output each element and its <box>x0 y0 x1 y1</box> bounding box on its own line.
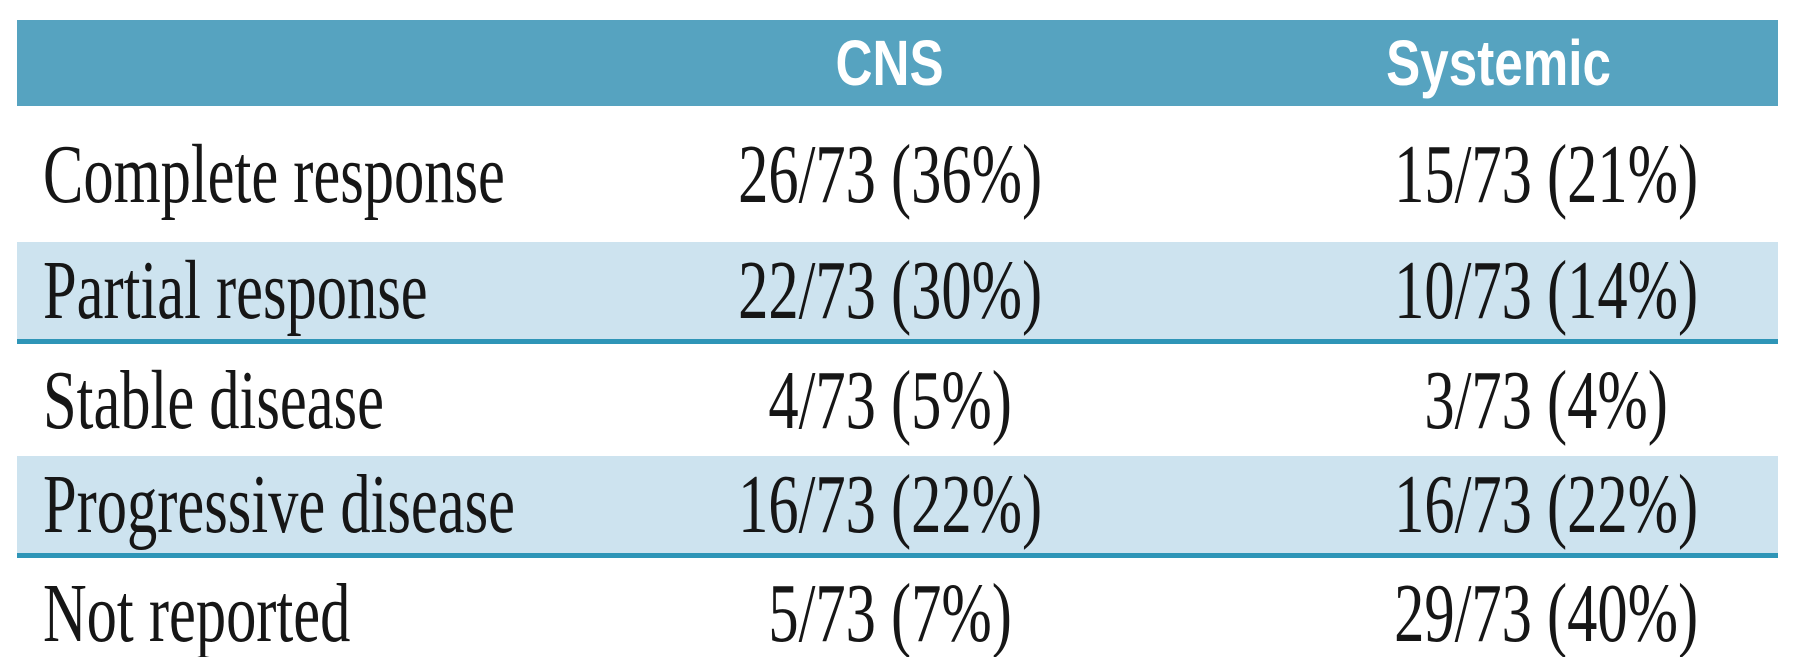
row-label: Progressive disease <box>43 458 515 551</box>
cns-value: 16/73 (22%) <box>737 458 1043 551</box>
cns-value-cell: 5/73 (7%) <box>560 556 1220 657</box>
table-row: Stable disease 4/73 (5%) 3/73 (4%) <box>17 342 1778 457</box>
systemic-value-cell: 3/73 (4%) <box>1220 342 1778 457</box>
systemic-value: 16/73 (22%) <box>1394 458 1699 551</box>
row-label: Not reported <box>43 566 351 657</box>
table-row: Complete response 26/73 (36%) 15/73 (21%… <box>17 106 1778 242</box>
cns-value-cell: 22/73 (30%) <box>560 242 1220 342</box>
row-label: Complete response <box>43 127 505 221</box>
systemic-value: 3/73 (4%) <box>1424 353 1669 447</box>
row-label-cell: Progressive disease <box>17 456 560 556</box>
systemic-value-cell: 10/73 (14%) <box>1220 242 1778 342</box>
response-rates-table: CNS Systemic Complete response 26/73 (36… <box>17 20 1778 657</box>
row-label-cell: Partial response <box>17 242 560 342</box>
row-label-cell: Stable disease <box>17 342 560 457</box>
header-cell-empty <box>17 20 560 106</box>
table-row: Partial response 22/73 (30%) 10/73 (14%) <box>17 242 1778 342</box>
header-label-cns: CNS <box>835 27 945 99</box>
row-label: Partial response <box>43 244 428 337</box>
cns-value: 22/73 (30%) <box>737 244 1043 337</box>
row-label-cell: Complete response <box>17 106 560 242</box>
header-cell-cns: CNS <box>560 20 1220 106</box>
row-label-cell: Not reported <box>17 556 560 657</box>
systemic-value: 29/73 (40%) <box>1394 566 1699 657</box>
systemic-value: 10/73 (14%) <box>1394 244 1699 337</box>
cns-value-cell: 4/73 (5%) <box>560 342 1220 457</box>
systemic-value: 15/73 (21%) <box>1394 127 1699 221</box>
cns-value-cell: 16/73 (22%) <box>560 456 1220 556</box>
cns-value: 4/73 (5%) <box>768 353 1012 447</box>
table-header-row: CNS Systemic <box>17 20 1778 106</box>
systemic-value-cell: 15/73 (21%) <box>1220 106 1778 242</box>
cns-value: 26/73 (36%) <box>737 127 1043 221</box>
header-cell-systemic: Systemic <box>1220 20 1778 106</box>
table-row: Not reported 5/73 (7%) 29/73 (40%) <box>17 556 1778 657</box>
table-row: Progressive disease 16/73 (22%) 16/73 (2… <box>17 456 1778 556</box>
row-label: Stable disease <box>43 353 384 447</box>
systemic-value-cell: 16/73 (22%) <box>1220 456 1778 556</box>
cns-value-cell: 26/73 (36%) <box>560 106 1220 242</box>
cns-value: 5/73 (7%) <box>768 566 1012 657</box>
systemic-value-cell: 29/73 (40%) <box>1220 556 1778 657</box>
header-label-systemic: Systemic <box>1386 27 1612 99</box>
